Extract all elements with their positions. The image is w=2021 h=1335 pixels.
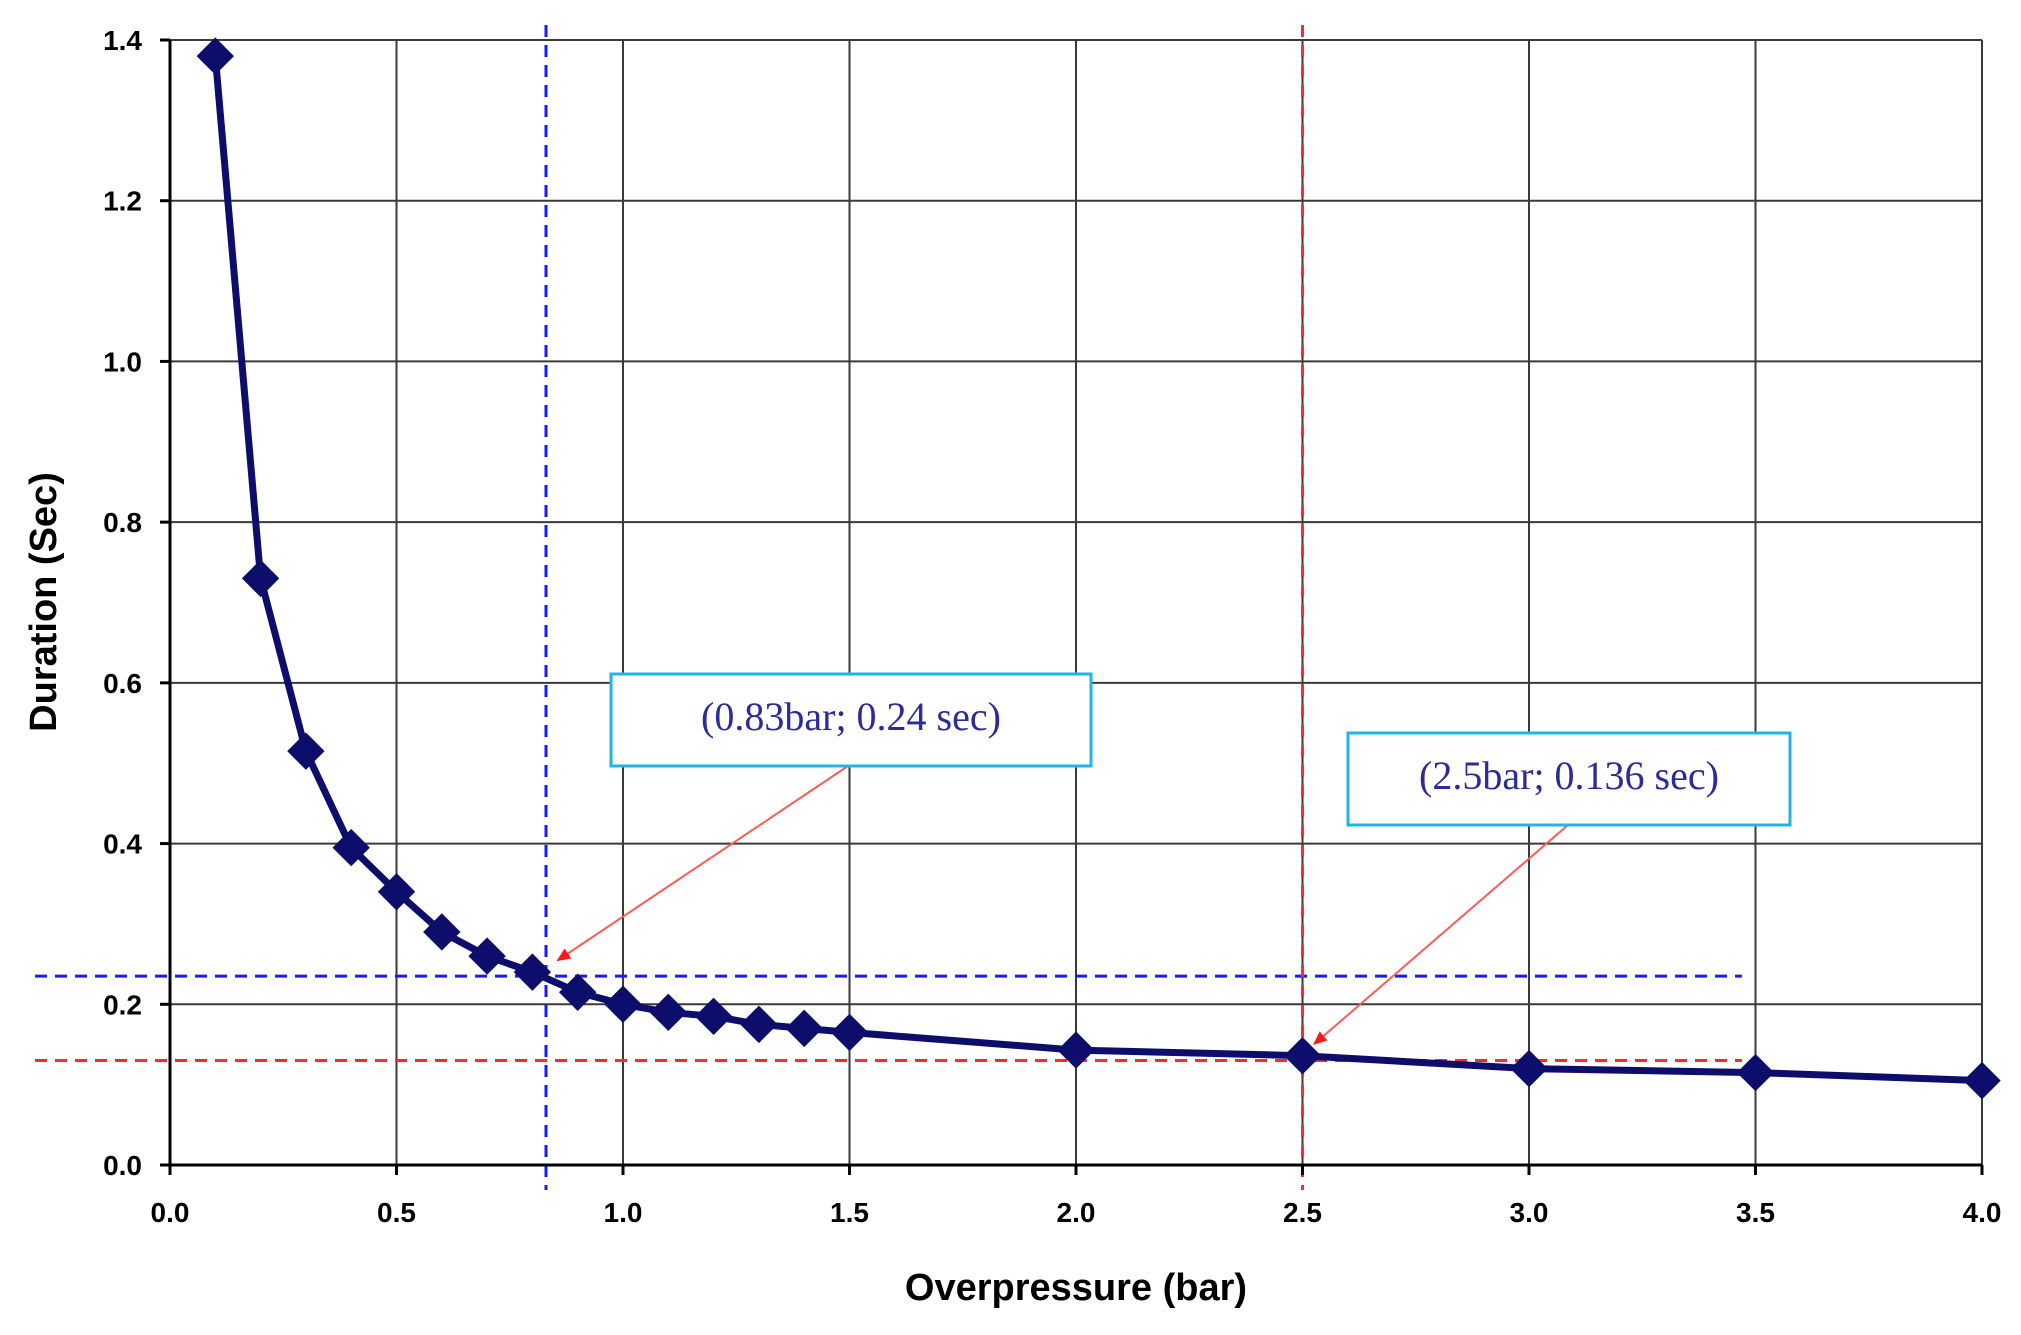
y-axis-title: Duration (Sec) — [23, 472, 65, 732]
y-tick-label: 0.4 — [103, 829, 142, 860]
data-point-marker — [1736, 1053, 1775, 1092]
data-point-marker — [694, 997, 733, 1036]
data-point-marker — [740, 1005, 778, 1044]
data-point-marker — [332, 828, 370, 867]
data-point-marker — [604, 985, 642, 1023]
data-point-marker — [468, 937, 506, 975]
data-point-marker — [287, 732, 325, 770]
data-point-marker — [649, 993, 688, 1032]
annotation-arrow — [1312, 824, 1569, 1046]
data-point-marker — [1057, 1031, 1095, 1069]
annotation-box — [609, 672, 1093, 768]
data-point-marker — [830, 1013, 869, 1052]
data-point-marker — [1510, 1049, 1548, 1088]
data-point-marker — [1963, 1061, 2001, 1100]
reference-lines — [35, 25, 1742, 1190]
data-point-marker — [1283, 1037, 1322, 1075]
annotation-box — [1346, 731, 1792, 827]
data-point-marker — [423, 913, 461, 951]
x-tick-label: 1.5 — [830, 1197, 869, 1228]
x-tick-label: 3.5 — [1736, 1197, 1775, 1228]
x-tick-label: 1.0 — [604, 1197, 643, 1228]
x-tick-label: 3.0 — [1510, 1197, 1549, 1228]
y-tick-label: 1.4 — [103, 25, 142, 56]
annotation-label: (0.83bar; 0.24 sec) — [701, 694, 1001, 739]
data-point-marker — [377, 873, 416, 911]
data-point-marker — [785, 1009, 823, 1048]
y-tick-label: 1.2 — [103, 186, 142, 217]
axes: 0.0 0.5 1.0 1.5 2.0 2.5 3.0 3.5 4.0 0.0 0.2 0.4 0.6 0… — [103, 25, 2001, 1228]
x-axis-title: Overpressure (bar) — [905, 1267, 1247, 1309]
y-tick-label: 0.2 — [103, 989, 142, 1020]
x-tick-label: 0.5 — [377, 1197, 416, 1228]
y-tick-label: 0.8 — [103, 507, 142, 538]
x-tick-label: 4.0 — [1963, 1197, 2002, 1228]
annotations: (0.83bar; 0.24 sec) (2.5bar; 0.136 sec) — [556, 672, 1792, 1046]
y-tick-label: 0.6 — [103, 668, 142, 699]
x-tick-label: 2.5 — [1283, 1197, 1322, 1228]
annotation-label: (2.5bar; 0.136 sec) — [1419, 753, 1719, 798]
x-tick-label: 0.0 — [151, 1197, 190, 1228]
y-tick-label: 1.0 — [103, 346, 142, 377]
data-point-marker — [558, 973, 597, 1011]
data-point-marker — [241, 559, 280, 598]
annotation-arrow — [556, 765, 849, 962]
data-point-marker — [513, 953, 552, 991]
x-tick-label: 2.0 — [1057, 1197, 1096, 1228]
data-point-marker — [196, 37, 235, 75]
data-series — [196, 37, 2001, 1100]
y-tick-label: 0.0 — [103, 1150, 142, 1181]
